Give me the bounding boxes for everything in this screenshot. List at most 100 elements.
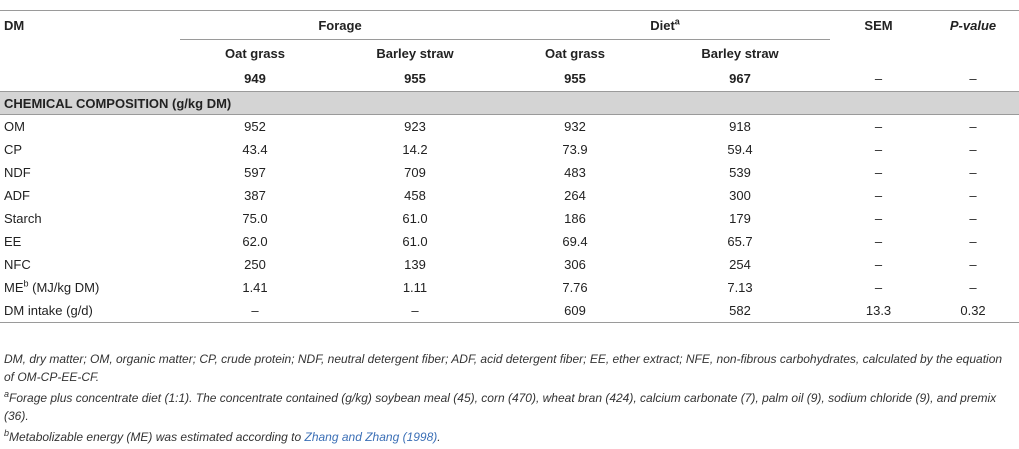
table-cell: 306 [564, 257, 586, 272]
table-cell: 250 [244, 257, 266, 272]
table-cell: 609 [500, 299, 650, 323]
row-label: DM intake (g/d) [0, 299, 180, 323]
table-cell: – [874, 211, 883, 226]
table-cell: 264 [564, 188, 586, 203]
section-title: CHEMICAL COMPOSITION (g/kg DM) [0, 91, 1019, 115]
table-cell: 59.4 [727, 142, 753, 157]
table-cell: 387 [244, 188, 266, 203]
header-forage-cell: Forage [186, 18, 494, 33]
table-cell: 61.0 [402, 234, 428, 249]
table-cell: 65.7 [727, 234, 753, 249]
row-label: NDF [4, 165, 31, 180]
sub-barley-diet: Barley straw [650, 39, 831, 66]
header-diet-cell: Dieta [500, 10, 831, 40]
table-cell: 539 [729, 165, 751, 180]
table-cell: 923 [404, 119, 426, 134]
table-cell: – [969, 280, 977, 295]
footnote-b: bMetabolizable energy (ME) was estimated… [4, 428, 441, 445]
table-cell: – [330, 299, 500, 323]
header-pvalue: P-value [949, 17, 997, 33]
table-row: CP 43.4 14.2 73.9 59.4 – – [0, 138, 1019, 161]
table-cell: – [969, 165, 977, 180]
table-row: EE 62.0 61.0 69.4 65.7 – – [0, 230, 1019, 253]
table-cell: 75.0 [242, 211, 268, 226]
dm-value: 955 [330, 66, 500, 92]
table-cell: 13.3 [830, 299, 928, 323]
table-cell: – [874, 188, 883, 203]
composition-table: DM Forage Dieta SEM P-value Oat grass Ba… [0, 10, 1019, 323]
table-cell: 0.32 [927, 299, 1019, 323]
table-cell: 254 [729, 257, 751, 272]
table-cell: – [874, 119, 883, 134]
table-cell: 483 [564, 165, 586, 180]
row-label: EE [4, 234, 22, 249]
row-label: ADF [4, 188, 30, 203]
table-cell: 918 [729, 119, 751, 134]
dm-value: 949 [180, 66, 330, 92]
sub-oat-forage: Oat grass [180, 39, 330, 66]
dm-value: 955 [500, 66, 650, 92]
table-cell: – [874, 165, 883, 180]
table-cell: 61.0 [402, 211, 428, 226]
sub-barley-forage: Barley straw [330, 39, 500, 66]
table-row: NDF 597 709 483 539 – – [0, 161, 1019, 184]
table-row: NFC 250 139 306 254 – – [0, 253, 1019, 276]
row-label: OM [4, 119, 25, 134]
table-cell: 186 [564, 211, 586, 226]
footnote-a: aForage plus concentrate diet (1:1). The… [4, 389, 997, 424]
table-cell: – [874, 142, 883, 157]
table-cell: 300 [729, 188, 751, 203]
row-label-me: MEb (MJ/kg DM) [4, 278, 100, 295]
table-cell: 69.4 [562, 234, 588, 249]
table-cell: – [969, 188, 977, 203]
table-cell: – [969, 257, 977, 272]
table-cell: – [969, 119, 977, 134]
table-cell: – [874, 257, 883, 272]
dm-value: 967 [650, 66, 831, 92]
row-label: Starch [4, 211, 42, 226]
table-cell: – [969, 142, 977, 157]
row-label: CP [4, 142, 23, 157]
table-cell: 1.11 [402, 280, 428, 295]
table-cell: 1.41 [242, 280, 268, 295]
table-cell: 7.13 [727, 280, 753, 295]
row-label: NFC [4, 257, 31, 272]
table-row: ADF 387 458 264 300 – – [0, 184, 1019, 207]
sub-oat-diet: Oat grass [500, 39, 650, 66]
table-cell: 709 [404, 165, 426, 180]
table-row: MEb (MJ/kg DM) 1.41 1.11 7.76 7.13 – – [0, 276, 1019, 299]
table-row: Starch 75.0 61.0 186 179 – – [0, 207, 1019, 230]
header-row-2: Oat grass Barley straw Oat grass Barley … [0, 39, 1019, 66]
table-cell: – [874, 280, 883, 295]
table-cell: 458 [404, 188, 426, 203]
header-forage: Forage [318, 17, 362, 33]
table-cell: 62.0 [242, 234, 268, 249]
table-cell: – [874, 234, 883, 249]
table-row: OM 952 923 932 918 – – [0, 115, 1019, 139]
reference-link[interactable]: Zhang and Zhang (1998) [304, 430, 438, 444]
table-cell: 179 [729, 211, 751, 226]
table-cell: 952 [244, 119, 266, 134]
table-cell: 14.2 [402, 142, 428, 157]
table-row: DM intake (g/d) – – 609 582 13.3 0.32 [0, 299, 1019, 323]
table-cell: – [969, 211, 977, 226]
section-row: CHEMICAL COMPOSITION (g/kg DM) [0, 91, 1019, 115]
dm-value: – [927, 66, 1019, 92]
table-cell: – [969, 234, 977, 249]
table-cell: 73.9 [562, 142, 588, 157]
table-cell: 597 [244, 165, 266, 180]
table-cell: 582 [650, 299, 831, 323]
header-pvalue-cell: P-value [927, 10, 1019, 40]
header-diet-footnote-mark: a [674, 16, 680, 27]
dm-value: – [830, 66, 928, 92]
abbreviation-note: DM, dry matter; OM, organic matter; CP, … [4, 352, 1003, 384]
header-dm: DM [0, 10, 180, 40]
table-cell: – [180, 299, 330, 323]
table-cell: 43.4 [242, 142, 268, 157]
header-row-1: DM Forage Dieta SEM P-value [0, 10, 1019, 40]
header-sem: SEM [830, 10, 928, 40]
me-footnote-mark: b [23, 278, 29, 289]
table-cell: 932 [564, 119, 586, 134]
table-cell: 139 [404, 257, 426, 272]
